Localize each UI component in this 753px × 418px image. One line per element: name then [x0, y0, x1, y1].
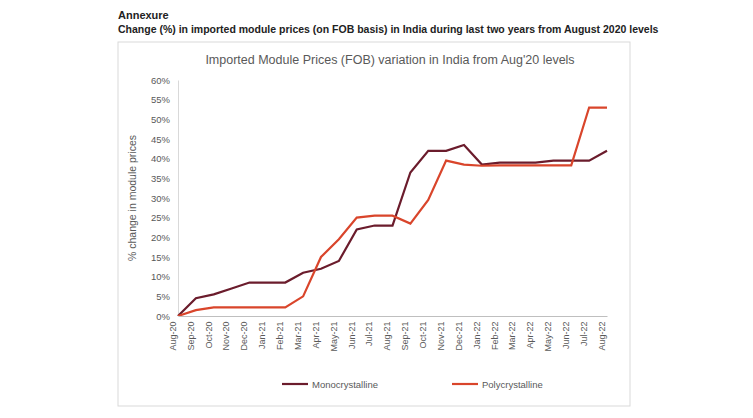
x-tick-label: Oct-21: [418, 321, 428, 348]
x-tick: Jul-22: [579, 316, 590, 346]
header-label: Annexure: [118, 9, 169, 21]
y-tick: 50%: [151, 114, 178, 125]
legend: Monocrystalline Polycrystalline: [282, 379, 543, 390]
x-tick: Nov-21: [436, 316, 447, 350]
x-tick-label: Nov-21: [436, 321, 446, 350]
x-tick-label: Feb-22: [490, 321, 500, 350]
y-tick-label: 35%: [151, 173, 171, 184]
y-tick: 60%: [151, 75, 178, 86]
y-tick-label: 20%: [151, 232, 171, 243]
x-tick: Feb-22: [490, 316, 501, 350]
x-tick-label: Dec-21: [454, 321, 464, 350]
x-tick: Jun-22: [561, 316, 572, 349]
y-tick: 20%: [151, 232, 178, 243]
x-tick: Oct-20: [204, 316, 215, 348]
x-tick-label: Jun-21: [347, 321, 357, 349]
x-tick-label: Jul-22: [579, 321, 589, 346]
x-axis: Aug-20 Sep-20 Oct-20 Nov-20 Dec-20 Jan-21 Feb-…: [168, 316, 608, 351]
chart: Annexure Change (%) in imported module pr…: [0, 0, 753, 418]
header-caption: Change (%) in imported module prices (on…: [118, 23, 659, 35]
y-tick-label: 10%: [151, 271, 171, 282]
x-tick-label: Aug-22: [597, 321, 607, 350]
y-tick-label: 60%: [151, 75, 171, 86]
x-tick: Dec-21: [454, 316, 465, 350]
y-tick: 25%: [151, 212, 178, 223]
y-tick-label: 40%: [151, 153, 171, 164]
y-tick: 45%: [151, 134, 178, 145]
legend-swatch: [452, 383, 478, 385]
x-tick: Aug-21: [382, 316, 393, 350]
legend-label: Polycrystalline: [482, 379, 543, 390]
x-tick-label: Dec-20: [239, 321, 249, 350]
x-tick-label: Jan-21: [257, 321, 267, 349]
x-tick: Feb-21: [275, 316, 286, 350]
x-tick-label: Sep-21: [400, 321, 410, 350]
x-tick-label: Oct-20: [204, 321, 214, 348]
x-tick-label: Mar-22: [507, 321, 517, 350]
series-line: [178, 145, 607, 316]
x-tick-label: May-21: [329, 321, 339, 351]
y-tick: 0%: [156, 311, 178, 322]
y-tick-label: 50%: [151, 114, 171, 125]
x-tick: Mar-22: [507, 316, 518, 350]
x-tick: Jan-22: [472, 316, 483, 349]
y-tick: 15%: [151, 252, 178, 263]
y-tick: 30%: [151, 193, 178, 204]
y-tick-label: 15%: [151, 252, 171, 263]
x-tick-label: Aug-20: [168, 321, 178, 350]
y-tick: 10%: [151, 271, 178, 282]
y-tick-label: 0%: [156, 311, 170, 322]
series-line: [178, 108, 607, 316]
y-tick: 5%: [156, 291, 178, 302]
legend-label: Monocrystalline: [312, 379, 378, 390]
x-axis-line: [179, 316, 608, 317]
x-tick: Oct-21: [418, 316, 429, 348]
x-tick: Apr-21: [311, 316, 322, 348]
chart-frame: [118, 42, 630, 406]
x-tick-label: Apr-21: [311, 321, 321, 348]
x-tick-label: Mar-21: [293, 321, 303, 350]
x-tick: Sep-20: [186, 316, 197, 350]
x-tick: Jan-21: [257, 316, 268, 349]
y-axis: 0% 5% 10% 15% 20% 25% 30% 35% 40% 45% 50% 55% 60%: [151, 75, 179, 322]
y-tick-label: 45%: [151, 134, 171, 145]
x-tick-label: Jul-21: [364, 321, 374, 346]
x-tick-label: Apr-22: [525, 321, 535, 348]
x-tick: Dec-20: [239, 316, 250, 350]
legend-swatch: [282, 383, 308, 385]
y-tick-label: 55%: [151, 94, 171, 105]
y-tick-label: 30%: [151, 193, 171, 204]
x-tick: Jul-21: [364, 316, 375, 346]
x-tick: May-22: [543, 316, 554, 351]
x-tick: Apr-22: [525, 316, 536, 348]
x-tick-label: Feb-21: [275, 321, 285, 350]
x-tick: Aug-20: [168, 316, 179, 350]
x-tick-label: Jan-22: [472, 321, 482, 349]
y-tick-label: 5%: [156, 291, 170, 302]
x-tick-label: Sep-20: [186, 321, 196, 350]
x-tick-label: Aug-21: [382, 321, 392, 350]
legend-item: Polycrystalline: [452, 379, 543, 390]
plot-lines: [178, 108, 607, 316]
y-axis-title: % change in module prices: [126, 135, 138, 261]
y-axis-line: [178, 81, 179, 317]
x-tick: May-21: [329, 316, 340, 351]
x-tick-label: Nov-20: [221, 321, 231, 350]
chart-title: Imported Module Prices (FOB) variation i…: [205, 53, 574, 67]
y-tick: 55%: [151, 94, 178, 105]
y-tick-label: 25%: [151, 212, 171, 223]
x-tick: Aug-22: [597, 316, 608, 350]
x-tick: Mar-21: [293, 316, 304, 350]
x-tick: Sep-21: [400, 316, 411, 350]
legend-item: Monocrystalline: [282, 379, 378, 390]
x-tick: Jun-21: [347, 316, 358, 349]
x-tick: Nov-20: [221, 316, 232, 350]
x-tick-label: Jun-22: [561, 321, 571, 349]
y-tick: 35%: [151, 173, 178, 184]
x-tick-label: May-22: [543, 321, 553, 351]
y-tick: 40%: [151, 153, 178, 164]
